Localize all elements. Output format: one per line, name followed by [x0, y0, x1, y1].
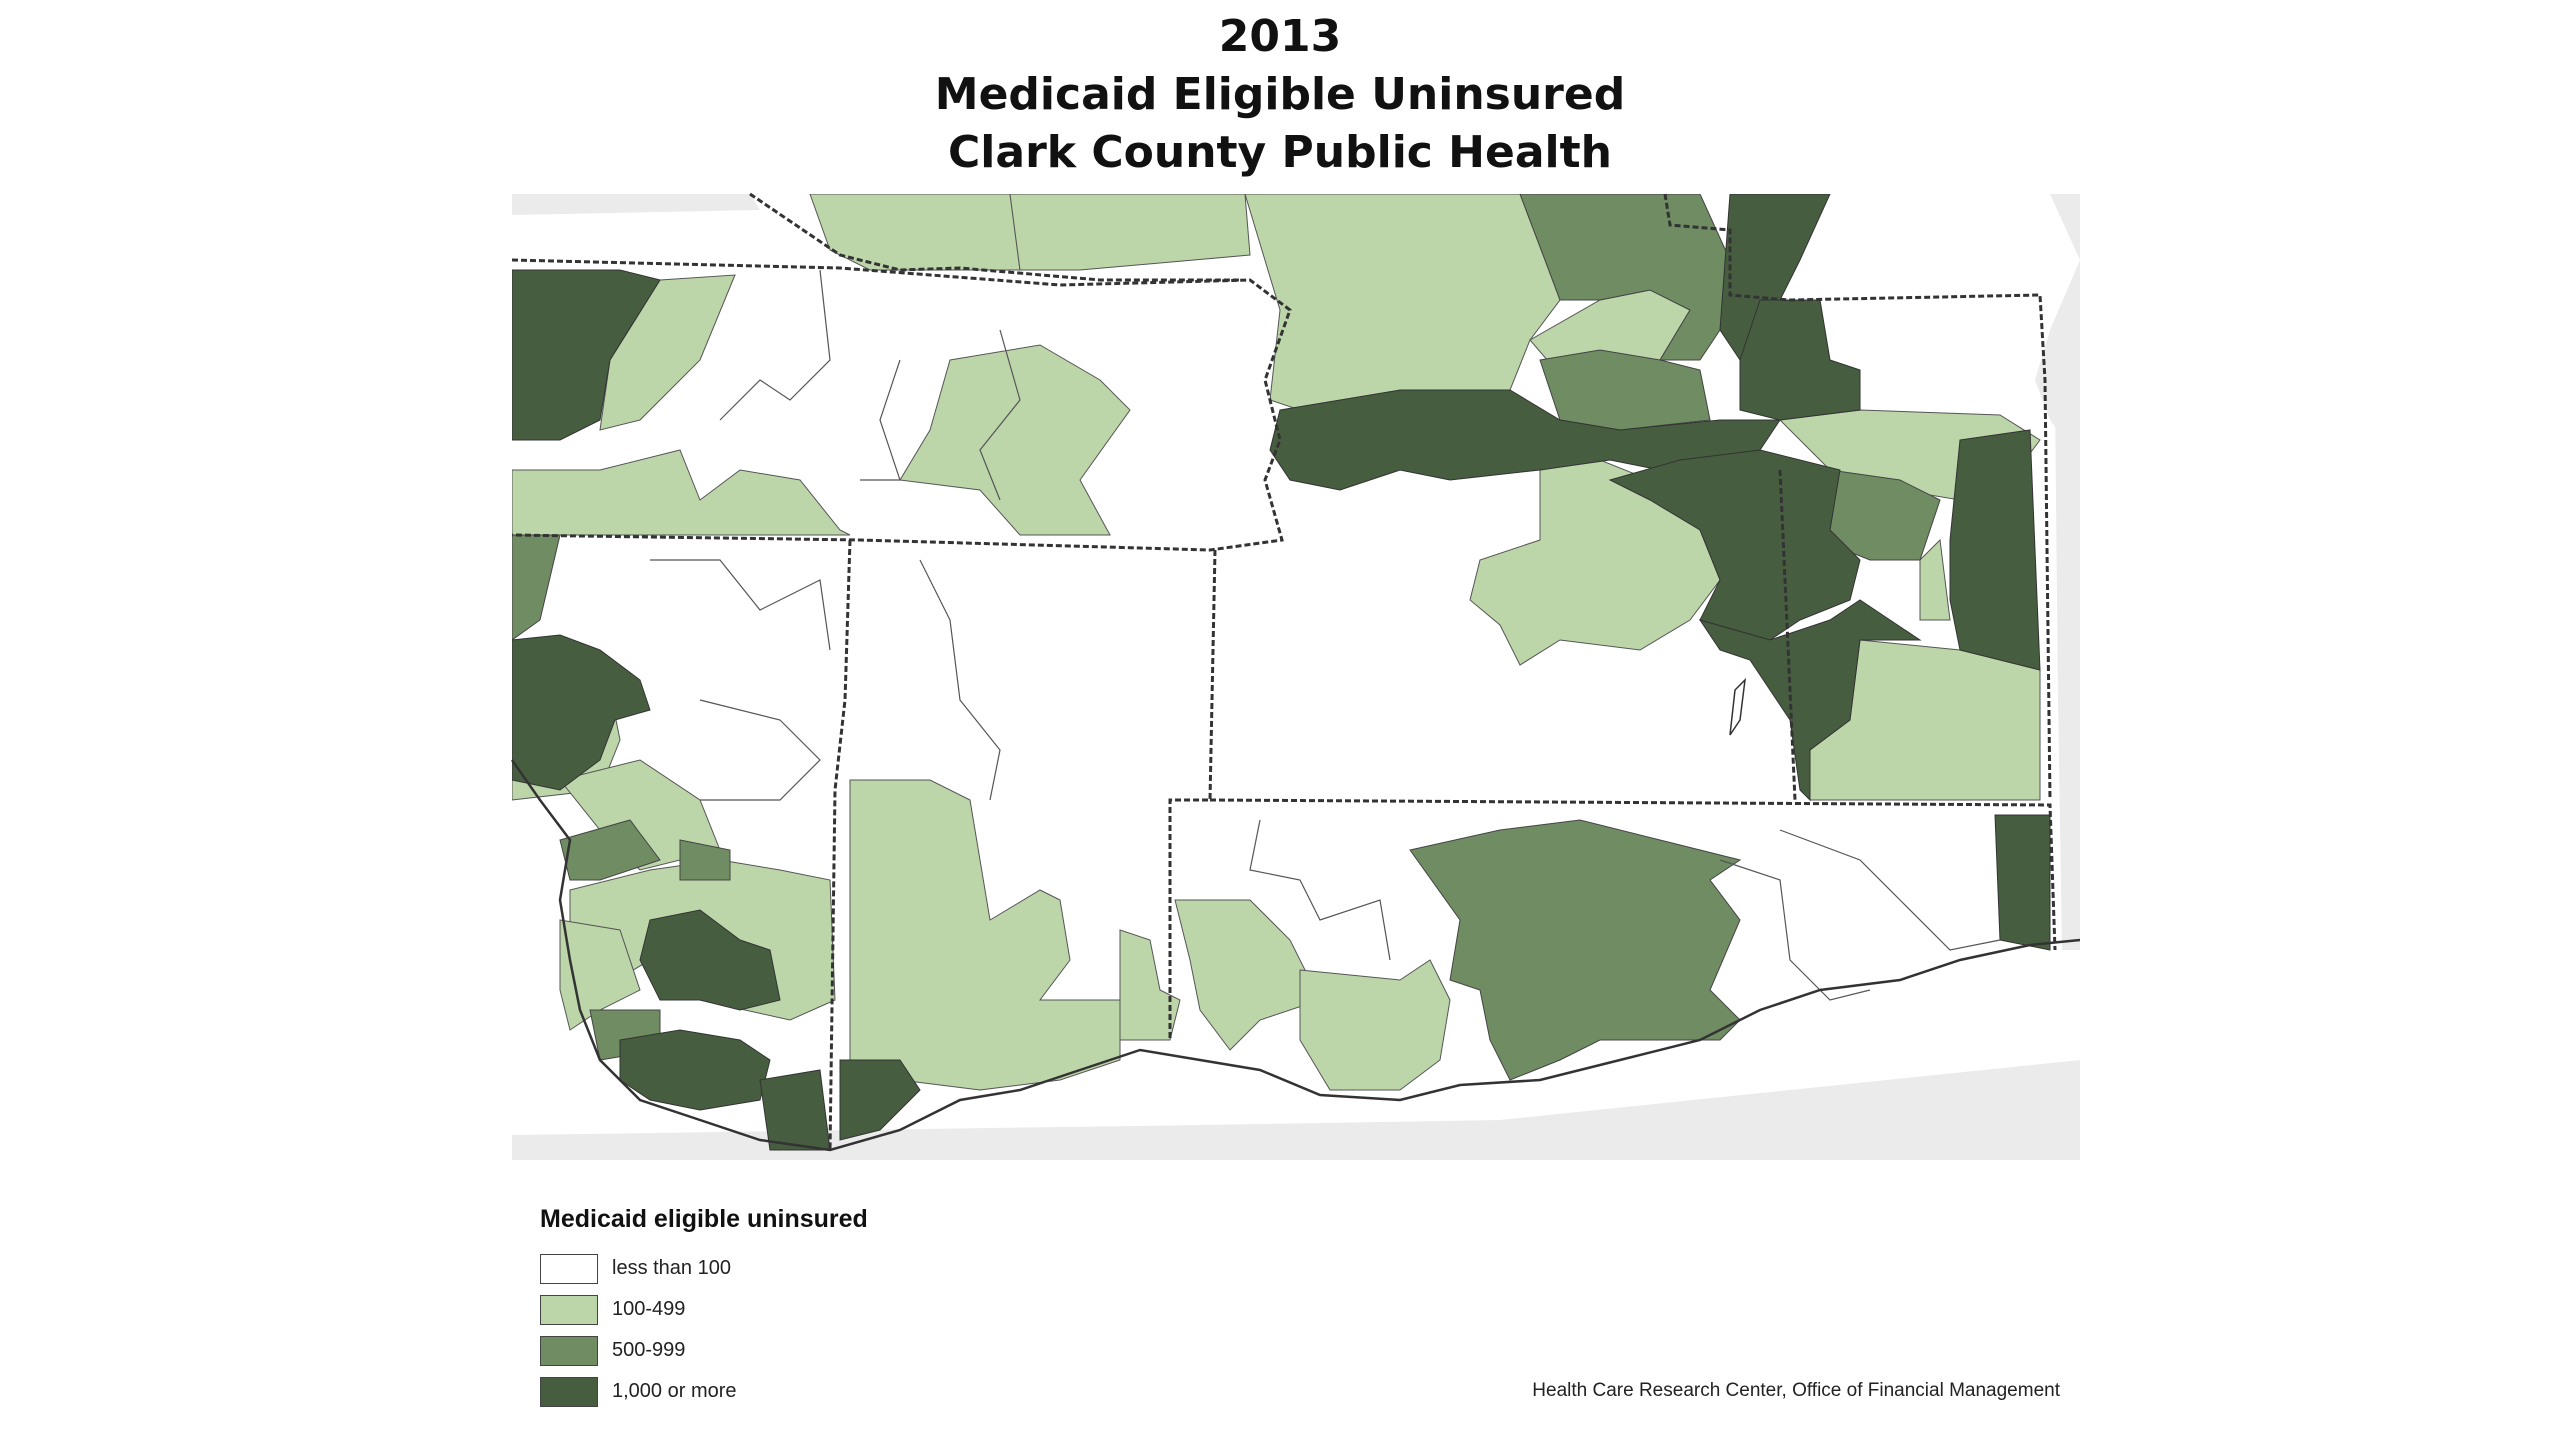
lake [1729, 677, 1747, 736]
region-east-dark-2 [1698, 599, 1922, 802]
legend-swatch [540, 1335, 598, 1366]
region-southwest-dark-2 [619, 1029, 771, 1111]
region-east-light-2 [1919, 538, 1951, 621]
tract-boundary-7 [1249, 819, 1391, 961]
region-southeast-medium [1409, 819, 1742, 1081]
legend-label: 500-999 [612, 1339, 686, 1361]
legend-item-less-than-100: less than 100 [540, 1248, 868, 1289]
region-north-light-1 [809, 194, 1021, 271]
region-southwest-dark-1 [639, 909, 781, 1011]
region-southwest-dark-3 [759, 1069, 831, 1151]
region-central-north-light [899, 344, 1131, 536]
source-credit: Health Care Research Center, Office of F… [1532, 1380, 2060, 1401]
region-west-dark-1 [512, 634, 651, 791]
legend-swatch [540, 1294, 598, 1325]
region-south-light-2 [1119, 929, 1181, 1041]
region-south-light-3 [1174, 899, 1321, 1051]
region-northeast-medium-1 [1519, 194, 1731, 361]
district-boundary-east [1209, 798, 2057, 951]
region-east-dark-3 [1949, 429, 2041, 671]
region-south-light-4 [1299, 959, 1451, 1091]
district-boundary-east-edge [1778, 469, 1797, 801]
region-south-dark [839, 1059, 921, 1141]
region-southwest-medium-2 [679, 839, 731, 881]
district-boundary-north-edge [749, 192, 1240, 282]
map-regions [512, 194, 2080, 1160]
district-boundary-central [1168, 549, 1217, 1040]
tract-boundary-2 [860, 359, 901, 481]
district-boundaries [511, 192, 2057, 1151]
region-northwest-dark [512, 269, 661, 441]
map-title: 2013 Medicaid Eligible Uninsured Clark C… [0, 8, 2560, 182]
tract-boundary-5 [699, 699, 821, 801]
region-west-light-1 [512, 449, 851, 536]
tract-boundary-1 [719, 269, 831, 421]
region-south-light-1 [849, 779, 1121, 1091]
district-boundary-north [511, 258, 1292, 552]
legend-label: 100-499 [612, 1298, 686, 1320]
outside-area-north [512, 194, 760, 215]
legend-label: less than 100 [612, 1257, 731, 1279]
region-southeast-dark [1994, 814, 2051, 951]
region-northeast-dark-2 [1739, 299, 1861, 421]
region-east-dark-1 [1608, 449, 1861, 641]
legend-label: 1,000 or more [612, 1380, 737, 1402]
tract-boundary-9 [1719, 859, 1871, 1001]
tract-boundary-6 [919, 559, 1001, 801]
region-northeast-light-1 [1244, 194, 1561, 411]
tract-boundary-3 [979, 329, 1021, 501]
region-southwest-medium-1 [559, 819, 661, 881]
title-year: 2013 [1218, 11, 1342, 62]
outside-area-south [512, 1060, 2080, 1160]
legend-item-500-999: 500-999 [540, 1330, 868, 1371]
title-source: Clark County Public Health [948, 127, 1612, 178]
legend-item-100-499: 100-499 [540, 1289, 868, 1330]
tract-boundary-8 [1779, 829, 2001, 951]
legend-swatch [540, 1253, 598, 1284]
legend-item-1000-or-more: 1,000 or more [540, 1371, 868, 1412]
river-coastline [510, 759, 2081, 1152]
region-north-light-2 [1009, 194, 1251, 271]
outside-area-east [2055, 380, 2080, 950]
title-subject: Medicaid Eligible Uninsured [934, 69, 1626, 120]
legend-title: Medicaid eligible uninsured [540, 1205, 868, 1233]
district-boundary-northeast [1663, 193, 2052, 801]
legend-swatch [540, 1376, 598, 1407]
map-legend: Medicaid eligible uninsured less than 10… [540, 1205, 868, 1412]
tract-boundary-4 [650, 559, 831, 651]
